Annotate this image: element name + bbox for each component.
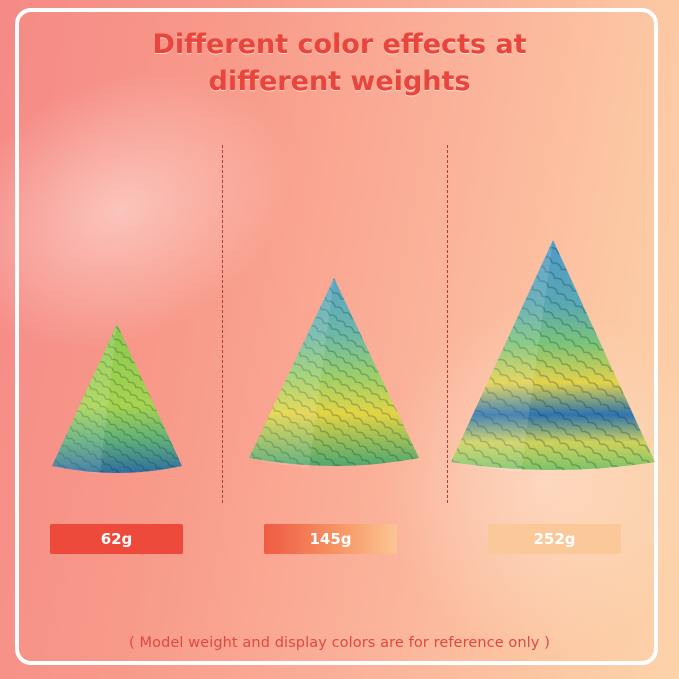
disclaimer-footnote: ( Model weight and display colors are fo… (129, 635, 550, 651)
weight-label-medium: 145g (264, 524, 397, 554)
headline-line-2: different weights (208, 66, 471, 97)
dashed-divider (447, 145, 448, 503)
white-frame (15, 8, 658, 665)
cone-model-small (52, 324, 182, 474)
weight-label-large: 252g (488, 524, 621, 554)
cone-model-medium (249, 278, 419, 468)
headline: Different color effects at different wei… (0, 26, 679, 100)
dashed-divider (222, 145, 223, 503)
headline-line-1: Different color effects at (152, 29, 527, 60)
weight-label-small: 62g (50, 524, 183, 554)
cone-model-large (451, 240, 655, 472)
